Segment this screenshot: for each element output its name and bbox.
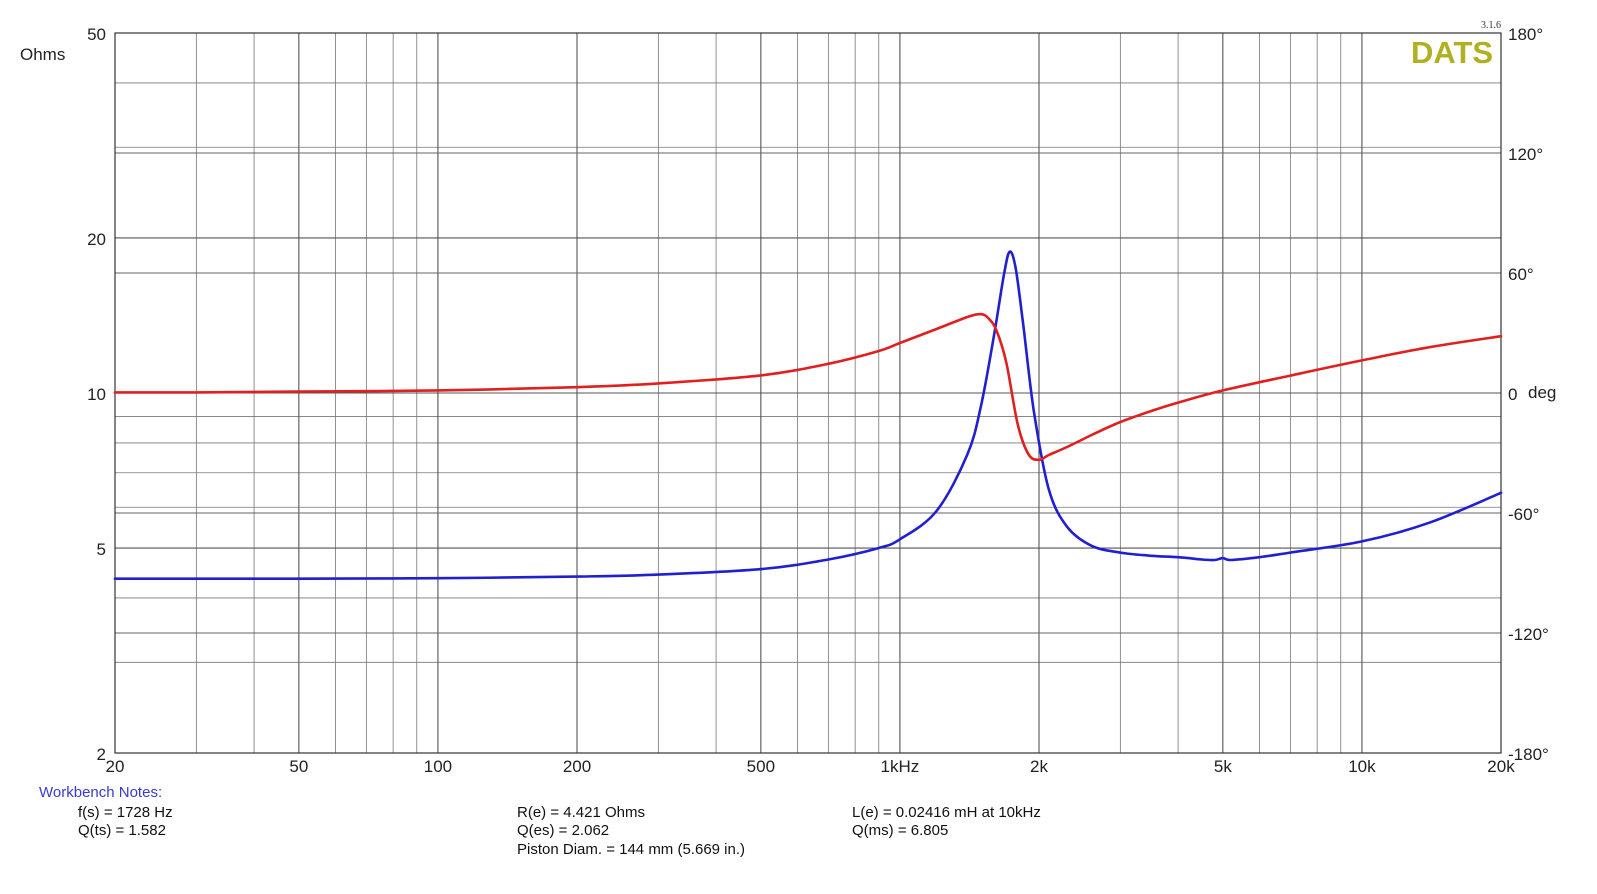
x-tick-label: 20 <box>106 757 125 776</box>
grid-major <box>115 33 1501 753</box>
y-right-tick-label: 0 <box>1508 385 1517 404</box>
note-qts: Q(ts) = 1.582 <box>78 822 166 839</box>
x-tick-label: 10k <box>1348 757 1376 776</box>
y-left-tick-label: 5 <box>97 540 106 559</box>
x-tick-label: 50 <box>289 757 308 776</box>
notes-title: Workbench Notes: <box>39 784 163 801</box>
x-tick-label: 20k <box>1487 757 1515 776</box>
y-left-tick-label: 20 <box>87 230 106 249</box>
x-tick-label: 500 <box>747 757 775 776</box>
y-right-tick-label: 60° <box>1508 265 1534 284</box>
phase-series-line <box>113 312 1503 462</box>
y-left-tick-label: 10 <box>87 385 106 404</box>
y-right-tick-label: 180° <box>1508 25 1543 44</box>
series-layer <box>113 250 1503 581</box>
note-re: R(e) = 4.421 Ohms <box>517 804 645 821</box>
impedance-series-line <box>113 250 1503 581</box>
right-axis-label: deg <box>1528 383 1556 402</box>
tick-label-layer: 20 50 100 200 500 1kHz 2k 5k 10k 20k 50 20 10 5 2 180° 1… <box>87 25 1549 776</box>
y-right-tick-label: 120° <box>1508 145 1543 164</box>
x-tick-label: 100 <box>424 757 452 776</box>
note-qes: Q(es) = 2.062 <box>517 822 610 839</box>
x-tick-label: 200 <box>563 757 591 776</box>
logo-version: 3.1.6 <box>1481 20 1501 31</box>
x-tick-label: 1kHz <box>881 757 920 776</box>
y-right-tick-label: -120° <box>1508 625 1549 644</box>
dats-logo: DATS <box>1411 35 1493 70</box>
y-right-tick-label: -60° <box>1508 505 1539 524</box>
note-fs: f(s) = 1728 Hz <box>78 804 173 821</box>
y-left-tick-label: 50 <box>87 25 106 44</box>
left-axis-label: Ohms <box>20 45 65 64</box>
y-right-tick-label: -180° <box>1508 745 1549 764</box>
x-tick-label: 2k <box>1030 757 1048 776</box>
x-tick-label: 5k <box>1214 757 1232 776</box>
impedance-phase-chart: 20 50 100 200 500 1kHz 2k 5k 10k 20k 50 20 10 5 2 180° 1… <box>20 20 1556 776</box>
note-piston: Piston Diam. = 144 mm (5.669 in.) <box>517 841 746 858</box>
y-left-tick-label: 2 <box>97 745 106 764</box>
note-le: L(e) = 0.02416 mH at 10kHz <box>852 804 1041 821</box>
note-qms: Q(ms) = 6.805 <box>852 822 949 839</box>
